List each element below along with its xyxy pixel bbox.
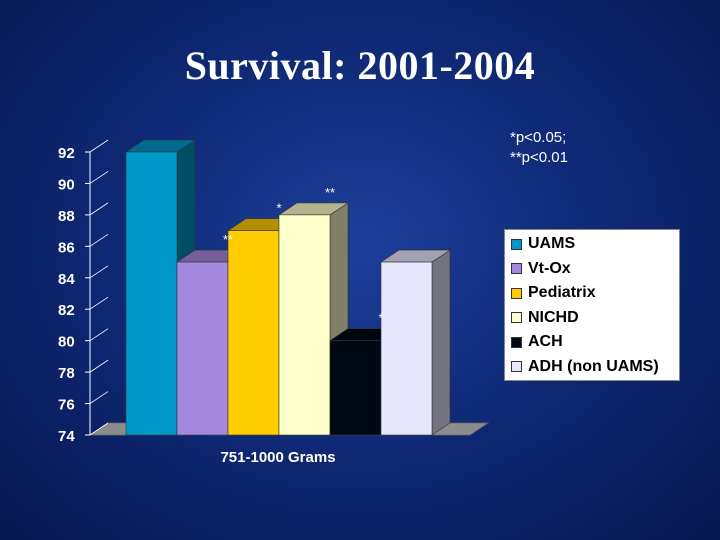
legend-label: Pediatrix — [528, 284, 596, 301]
legend-label: ACH — [528, 333, 563, 350]
bar-front-face — [125, 151, 178, 436]
y-tick-label: 74 — [58, 428, 75, 445]
y-tick-label: 78 — [58, 365, 75, 382]
y-tick-line — [89, 139, 109, 153]
y-tick-label: 86 — [58, 239, 75, 256]
slide-title: Survival: 2001-2004 — [184, 43, 536, 88]
footnote-line-1: *p<0.05; — [510, 129, 567, 146]
legend-swatch — [511, 263, 522, 274]
y-tick-line — [89, 391, 109, 404]
y-tick-line — [89, 234, 109, 247]
y-tick-label: 80 — [58, 334, 75, 351]
legend-item: UAMS — [511, 232, 575, 256]
bar-side-face — [431, 249, 451, 436]
bar-front-face — [329, 340, 382, 436]
legend-label: UAMS — [528, 235, 576, 252]
y-tick-line — [89, 328, 109, 341]
legend-item: Vt-Ox — [511, 257, 571, 281]
significance-marker: ** — [223, 232, 233, 247]
bar-front-face — [176, 261, 229, 436]
legend-item: Pediatrix — [511, 281, 596, 305]
legend-swatch — [511, 287, 522, 299]
legend-swatch — [511, 336, 522, 348]
x-category-label: 751-1000 Grams — [220, 449, 335, 466]
chart-legend: UAMS Vt-Ox Pediatrix NICHD ACH ADH (non UAMS) — [504, 229, 680, 381]
y-tick-label: 82 — [58, 302, 75, 319]
legend-label: ADH (non UAMS) — [528, 357, 659, 375]
significance-marker: * — [276, 201, 281, 216]
y-tick-label: 88 — [58, 208, 75, 225]
legend-label: NICHD — [528, 308, 579, 326]
legend-label: Vt-Ox — [528, 259, 571, 277]
legend-swatch — [511, 361, 522, 372]
y-tick-line — [89, 265, 109, 279]
y-tick-line — [89, 359, 109, 373]
footnote-line-2: **p<0.01 — [510, 149, 568, 166]
significance-marker: ** — [325, 185, 335, 200]
bars-layer — [125, 139, 451, 436]
y-tick-label: 76 — [58, 397, 75, 414]
legend-item: NICHD — [511, 306, 579, 330]
y-tick-label: 92 — [58, 145, 75, 162]
legend-item: ADH (non UAMS) — [511, 355, 659, 379]
y-tick-line — [89, 422, 109, 436]
legend-swatch — [511, 238, 522, 250]
significance-marker: * — [378, 311, 383, 326]
legend-item: ACH — [511, 330, 563, 354]
y-tick-line — [89, 296, 109, 310]
y-tick-line — [89, 202, 109, 216]
y-tick-line — [89, 171, 109, 184]
bar-adh-non-uams — [380, 249, 451, 436]
y-tick-label: 90 — [58, 176, 75, 193]
bar-front-face — [278, 214, 331, 436]
bar-front-face — [227, 230, 280, 436]
legend-swatch — [511, 312, 522, 323]
y-tick-label: 84 — [58, 271, 75, 288]
bar-front-face — [380, 261, 433, 436]
significance-footnote: *p<0.05; **p<0.01 — [510, 128, 620, 168]
